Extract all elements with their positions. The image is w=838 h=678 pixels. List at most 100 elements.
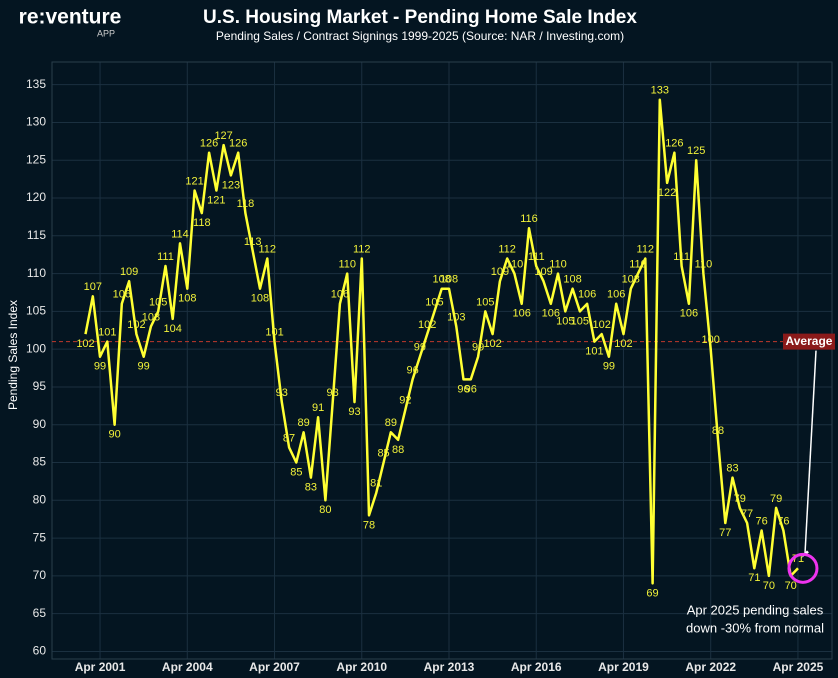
data-label: 108	[440, 274, 458, 286]
y-tick-label: 90	[33, 417, 47, 431]
data-label: 118	[193, 217, 211, 229]
data-label: 92	[399, 395, 411, 407]
data-label: 71	[748, 572, 760, 584]
x-tick-label: Apr 2007	[249, 660, 300, 674]
x-tick-label: Apr 2001	[75, 660, 126, 674]
data-label: 100	[702, 334, 720, 346]
data-label: 103	[142, 311, 160, 323]
data-label: 105	[571, 315, 589, 327]
data-label: 101	[98, 327, 116, 339]
data-label: 85	[290, 466, 302, 478]
data-label: 108	[178, 293, 196, 305]
data-label: 110	[629, 259, 647, 271]
data-label: 102	[614, 338, 632, 350]
chart-title: U.S. Housing Market - Pending Home Sale …	[203, 7, 637, 28]
data-label: 110	[549, 259, 567, 271]
data-label: 126	[665, 138, 683, 150]
data-label: 107	[84, 281, 102, 293]
data-label: 99	[603, 361, 615, 373]
data-label: 105	[149, 296, 167, 308]
average-label: Average	[786, 334, 833, 348]
data-label: 112	[637, 243, 655, 255]
y-tick-label: 85	[33, 455, 47, 469]
y-tick-label: 100	[26, 341, 46, 355]
y-tick-label: 120	[26, 190, 46, 204]
data-label: 83	[726, 463, 738, 475]
data-label: 108	[251, 293, 269, 305]
data-label: 113	[244, 236, 262, 248]
data-label: 96	[407, 364, 419, 376]
x-tick-label: Apr 2004	[162, 660, 213, 674]
data-label: 111	[673, 251, 690, 263]
series-line	[84, 98, 799, 585]
data-label: 109	[491, 266, 509, 278]
data-label: 106	[513, 308, 531, 320]
data-label: 102	[592, 319, 610, 331]
y-tick-label: 75	[33, 530, 47, 544]
data-label: 123	[222, 179, 240, 191]
data-label: 110	[506, 259, 524, 271]
data-label: 114	[171, 228, 189, 240]
data-label: 80	[319, 504, 331, 516]
data-label: 106	[331, 289, 349, 301]
data-label: 104	[164, 323, 182, 335]
data-label: 77	[741, 508, 753, 520]
data-label: 89	[297, 417, 309, 429]
data-label: 112	[258, 243, 276, 255]
y-tick-label: 95	[33, 379, 47, 393]
data-label: 122	[658, 187, 676, 199]
data-label: 99	[138, 361, 150, 373]
data-label: 108	[563, 274, 581, 286]
data-label: 70	[785, 580, 797, 592]
data-label: 79	[770, 493, 782, 505]
data-label: 77	[719, 527, 731, 539]
data-label: 70	[763, 580, 775, 592]
data-label: 88	[392, 444, 404, 456]
data-label: 106	[578, 289, 596, 301]
data-label: 101	[585, 346, 603, 358]
data-label: 96	[457, 383, 469, 395]
data-label: 93	[348, 406, 360, 418]
x-tick-label: Apr 2010	[336, 660, 387, 674]
data-label: 106	[680, 308, 698, 320]
data-label: 79	[734, 493, 746, 505]
data-label: 105	[556, 315, 574, 327]
data-label: 121	[185, 175, 203, 187]
data-label: 126	[229, 138, 247, 150]
data-label: 93	[327, 387, 339, 399]
data-label: 99	[472, 342, 484, 354]
annotation: Apr 2025 pending sales	[687, 602, 824, 617]
data-label: 106	[113, 289, 131, 301]
chart-subtitle: Pending Sales / Contract Signings 1999-2…	[216, 29, 624, 43]
data-label: 102	[76, 338, 94, 350]
data-label: 109	[120, 266, 138, 278]
data-label: 93	[276, 387, 288, 399]
data-label: 118	[237, 198, 255, 210]
x-tick-label: Apr 2019	[598, 660, 649, 674]
grid	[51, 61, 833, 660]
data-label: 126	[200, 138, 218, 150]
data-label: 99	[94, 361, 106, 373]
data-label: 125	[687, 145, 705, 157]
y-tick-label: 70	[33, 568, 47, 582]
data-label: 96	[465, 383, 477, 395]
highlight-circle	[787, 552, 819, 584]
data-label: 111	[528, 251, 545, 263]
data-label: 110	[695, 259, 713, 271]
data-label: 111	[157, 251, 174, 263]
data-label: 105	[425, 296, 443, 308]
data-label: 83	[305, 482, 317, 494]
plot-frame	[51, 61, 833, 660]
data-label: 108	[433, 274, 451, 286]
data-label: 133	[651, 85, 669, 97]
data-label: 89	[385, 417, 397, 429]
x-tick-label: Apr 2016	[511, 660, 562, 674]
x-tick-label: Apr 2013	[424, 660, 475, 674]
data-label: 88	[712, 425, 724, 437]
y-tick-label: 110	[27, 266, 46, 280]
average-badge	[783, 333, 835, 350]
marks: 1021079910190106109102991031051111041141…	[76, 85, 804, 600]
data-label: 109	[534, 266, 552, 278]
